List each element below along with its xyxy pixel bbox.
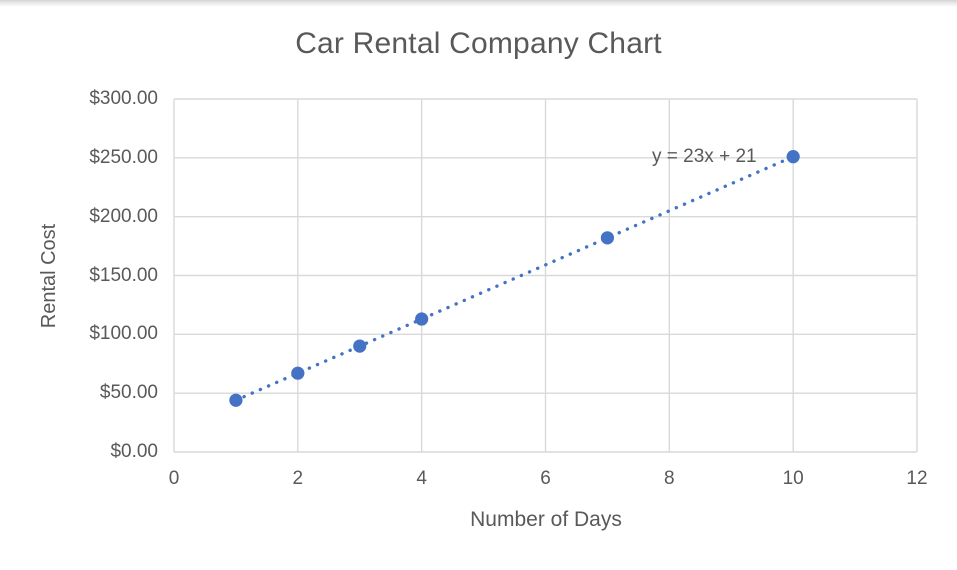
x-tick-label: 10 (782, 468, 804, 489)
y-tick-label: $150.00 (89, 264, 158, 286)
y-axis-title: Rental Cost (38, 223, 60, 329)
y-tick-label: $50.00 (99, 382, 158, 404)
data-point-marker (353, 339, 367, 353)
y-tick-label: $200.00 (89, 205, 158, 227)
x-tick-label: 4 (416, 468, 427, 489)
y-tick-label: $100.00 (89, 323, 158, 345)
trendline-equation-label: y = 23x + 21 (652, 146, 757, 167)
x-tick-label: 12 (906, 468, 928, 489)
trendline-dotted (234, 154, 795, 402)
data-point-marker (600, 231, 615, 245)
data-point-marker (786, 150, 800, 164)
data-point-marker (291, 366, 305, 380)
data-point-marker (229, 393, 243, 407)
y-tick-label: $300.00 (89, 88, 158, 109)
x-tick-label: 6 (540, 468, 551, 489)
x-tick-label: 8 (664, 468, 675, 489)
y-tick-label: $0.00 (110, 441, 158, 462)
y-tick-label: $250.00 (89, 146, 158, 168)
data-point-marker (415, 312, 429, 326)
top-edge-shadow (0, 0, 957, 7)
chart-title: Car Rental Company Chart (295, 27, 662, 60)
x-axis-title: Number of Days (470, 508, 622, 531)
x-tick-label: 2 (292, 468, 304, 489)
x-tick-label: 0 (168, 468, 180, 489)
